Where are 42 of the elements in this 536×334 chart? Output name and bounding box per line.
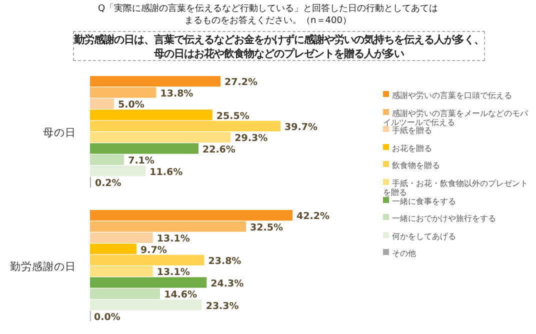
bar bbox=[90, 221, 246, 232]
data-label: 23.3% bbox=[206, 300, 240, 312]
bar bbox=[90, 232, 153, 243]
bar bbox=[90, 76, 221, 87]
data-label: 27.2% bbox=[224, 77, 258, 88]
bar bbox=[90, 87, 156, 98]
bar bbox=[90, 132, 231, 143]
data-label: 42.2% bbox=[296, 211, 330, 222]
data-label: 39.7% bbox=[284, 122, 318, 133]
chart-title: Q「実際に感謝の言葉を伝えるなど行動している」と回答した日の行動としてあてはまるものをお答えください。（n＝400） bbox=[96, 3, 440, 27]
bar bbox=[90, 120, 281, 132]
bar bbox=[90, 110, 212, 120]
y-tick-label: 母の日 bbox=[43, 127, 76, 139]
data-label: 13.1% bbox=[156, 234, 190, 245]
bar bbox=[90, 166, 146, 176]
bar bbox=[90, 143, 198, 154]
data-label: 14.6% bbox=[164, 290, 198, 301]
bar bbox=[90, 244, 137, 254]
data-label: 24.3% bbox=[210, 278, 244, 290]
data-label: 5.0% bbox=[118, 100, 145, 111]
bar bbox=[90, 266, 153, 277]
bar bbox=[90, 300, 202, 310]
data-label: 23.8% bbox=[208, 256, 242, 267]
data-label: 22.6% bbox=[202, 144, 236, 156]
bar bbox=[90, 288, 160, 299]
bar bbox=[90, 210, 293, 221]
data-label: 9.7% bbox=[140, 244, 168, 256]
bar bbox=[90, 277, 207, 288]
data-label: 13.1% bbox=[156, 267, 190, 278]
chart-subtitle: 勤労感謝の日は、言葉で伝えるなどお金をかけずに感謝や労いの気持ちを伝える人が多く、母の日はお花や飲食物などのプレゼントを贈る人が多い bbox=[73, 31, 485, 61]
y-tick-label: 勤労感謝の日 bbox=[10, 260, 76, 273]
data-label: 25.5% bbox=[216, 110, 250, 122]
data-label: 0.2% bbox=[94, 178, 122, 189]
data-label: 32.5% bbox=[250, 222, 284, 234]
data-label: 7.1% bbox=[128, 156, 155, 167]
data-label: 11.6% bbox=[150, 166, 184, 178]
data-label: 29.3% bbox=[234, 133, 268, 144]
data-label: 0.0% bbox=[94, 312, 121, 323]
bar bbox=[90, 254, 204, 266]
data-label: 13.8% bbox=[160, 88, 194, 100]
bar bbox=[90, 98, 114, 109]
bar bbox=[90, 154, 124, 165]
